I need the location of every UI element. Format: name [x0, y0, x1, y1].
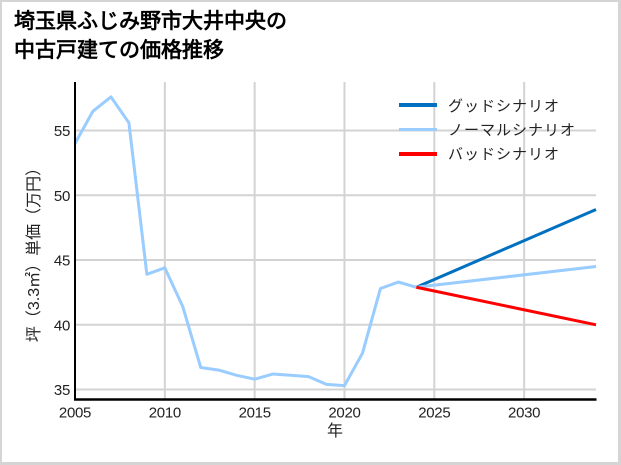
series-line-2: [416, 285, 597, 327]
y-axis-label: 坪（3.3㎡）単価（万円）: [26, 159, 43, 343]
axes: [74, 82, 597, 401]
legend-line-icon: [399, 127, 437, 132]
x-tick-label: 2030: [508, 405, 540, 422]
legend-label: グッドシナリオ: [448, 97, 561, 115]
legend-line-icon: [399, 103, 437, 107]
x-tick-label: 2025: [418, 405, 450, 422]
legend-line-icon: [399, 152, 437, 156]
legend-label: ノーマルシナリオ: [448, 122, 577, 140]
series-line-1: [73, 95, 597, 388]
x-tick-label: 2005: [59, 405, 91, 422]
data-series: [73, 95, 597, 388]
y-tick-label: 50: [54, 188, 70, 205]
legend: グッドシナリオ ノーマルシナリオ バッドシナリオ: [399, 93, 576, 166]
x-tick-label: 2015: [239, 405, 271, 422]
x-tick-label: 2010: [149, 405, 181, 422]
chart-title-line-1: 埼玉県ふじみ野市大井中央の: [14, 10, 287, 33]
legend-item: グッドシナリオ: [399, 93, 576, 117]
y-tick-label: 45: [54, 253, 70, 270]
x-axis-label: 年: [326, 423, 343, 440]
chart-title-line-2: 中古戸建ての価格推移: [14, 39, 224, 62]
series-line-0: [415, 208, 597, 289]
legend-label: バッドシナリオ: [448, 146, 561, 164]
legend-item: バッドシナリオ: [399, 142, 576, 166]
gridlines: [74, 82, 596, 399]
chart-title: 埼玉県ふじみ野市大井中央の 中古戸建ての価格推移: [14, 7, 287, 65]
legend-item: ノーマルシナリオ: [399, 117, 576, 141]
y-tick-label: 35: [54, 382, 70, 399]
y-tick-label: 40: [54, 317, 70, 334]
tick-labels: 2005 2010 2015 2020 2025 2030 35 40 45 50 55: [54, 123, 541, 422]
y-tick-label: 55: [54, 123, 70, 140]
x-tick-label: 2020: [328, 405, 360, 422]
